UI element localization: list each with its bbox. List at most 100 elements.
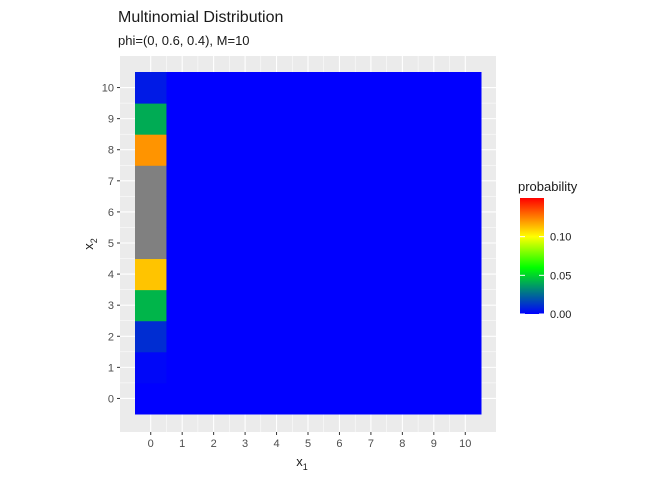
heatmap-cell: [166, 134, 199, 166]
heatmap-cell: [355, 289, 388, 322]
heatmap-cell: [355, 351, 388, 384]
heatmap-cell: [449, 134, 482, 166]
y-tick-label: 8: [108, 145, 114, 157]
heatmap-cell: [355, 72, 388, 104]
x-tick-label: 7: [368, 438, 374, 450]
heatmap-cell: [449, 165, 482, 197]
heatmap-cell: [135, 72, 167, 104]
heatmap-cell: [355, 196, 388, 228]
heatmap-cell: [229, 134, 262, 166]
heatmap-cell: [197, 227, 230, 260]
heatmap-cell: [260, 351, 293, 384]
x-tick-label: 6: [336, 438, 342, 450]
heatmap-cell: [355, 320, 388, 353]
heatmap-cell: [197, 165, 230, 197]
heatmap-cell: [260, 134, 293, 166]
heatmap-cell: [135, 351, 167, 384]
heatmap-cell: [197, 320, 230, 353]
heatmap-cell: [386, 165, 419, 197]
y-tick-label: 3: [108, 300, 114, 312]
heatmap-cell: [355, 258, 388, 291]
y-tick-label: 0: [108, 393, 114, 405]
x-tick-label: 1: [179, 438, 185, 450]
x-tick-label: 8: [399, 438, 405, 450]
heatmap-cell: [386, 196, 419, 228]
heatmap-cell: [135, 289, 167, 322]
heatmap-cell: [418, 289, 451, 322]
heatmap-cell: [418, 382, 451, 415]
heatmap-cell: [386, 320, 419, 353]
y-tick-label: 4: [108, 269, 114, 281]
heatmap-cell: [292, 351, 325, 384]
heatmap-cell: [323, 196, 356, 228]
x-tick-label: 4: [273, 438, 279, 450]
heatmap-cell: [135, 227, 167, 260]
y-tick-label: 10: [102, 83, 114, 95]
heatmap-cell: [135, 382, 167, 415]
heatmap-cell: [166, 165, 199, 197]
heatmap-cell: [323, 227, 356, 260]
heatmap-cell: [418, 72, 451, 104]
heatmap-cell: [292, 196, 325, 228]
heatmap-cell: [260, 165, 293, 197]
heatmap-cell: [449, 320, 482, 353]
heatmap-cell: [418, 134, 451, 166]
heatmap-cell: [197, 258, 230, 291]
y-tick-label: 5: [108, 238, 114, 250]
legend-title: probability: [518, 179, 578, 194]
heatmap-cell: [323, 72, 356, 104]
heatmap-cell: [449, 258, 482, 291]
heatmap-cell: [449, 227, 482, 260]
heatmap-cell: [418, 227, 451, 260]
heatmap-cell: [323, 320, 356, 353]
heatmap-cell: [386, 289, 419, 322]
heatmap-cell: [386, 103, 419, 135]
y-axis-title: x2: [81, 238, 99, 250]
heatmap-cell: [260, 382, 293, 415]
x-tick-label: 2: [211, 438, 217, 450]
legend-break-label: 0.10: [550, 232, 571, 244]
heatmap-cell: [323, 289, 356, 322]
y-tick-label: 6: [108, 207, 114, 219]
chart-subtitle: phi=(0, 0.6, 0.4), M=10: [118, 33, 250, 48]
heatmap-cell: [229, 165, 262, 197]
x-tick-label: 3: [242, 438, 248, 450]
x-tick-label: 5: [305, 438, 311, 450]
heatmap-cell: [323, 351, 356, 384]
legend-break-label: 0.05: [550, 270, 571, 282]
heatmap-cell: [229, 382, 262, 415]
heatmap-cell: [166, 258, 199, 291]
x-tick-label: 9: [431, 438, 437, 450]
heatmap-cell: [229, 196, 262, 228]
heatmap-cell: [449, 289, 482, 322]
heatmap-cell: [418, 103, 451, 135]
heatmap-cell: [197, 289, 230, 322]
heatmap-cell: [323, 103, 356, 135]
heatmap-cell: [260, 258, 293, 291]
heatmap-cell: [418, 196, 451, 228]
y-tick-label: 1: [108, 362, 114, 374]
heatmap-cell: [260, 289, 293, 322]
heatmap-cell: [449, 351, 482, 384]
heatmap-cell: [386, 351, 419, 384]
heatmap-cell: [418, 320, 451, 353]
heatmap-cell: [166, 289, 199, 322]
heatmap-cell: [166, 351, 199, 384]
heatmap-cell: [135, 320, 167, 353]
heatmap-cell: [260, 227, 293, 260]
heatmap-cell: [135, 134, 167, 166]
heatmap-cell: [197, 72, 230, 104]
heatmap-cell: [418, 165, 451, 197]
heatmap-cell: [229, 103, 262, 135]
heatmap-cell: [260, 320, 293, 353]
heatmap-cell: [292, 227, 325, 260]
heatmap-cell: [449, 382, 482, 415]
heatmap-cell: [292, 258, 325, 291]
x-axis-title: x1: [296, 454, 308, 472]
legend-colorbar: [520, 198, 544, 314]
heatmap-cell: [197, 351, 230, 384]
heatmap-cell: [229, 72, 262, 104]
heatmap-cell: [449, 72, 482, 104]
heatmap-cell: [166, 72, 199, 104]
heatmap-cell: [386, 227, 419, 260]
